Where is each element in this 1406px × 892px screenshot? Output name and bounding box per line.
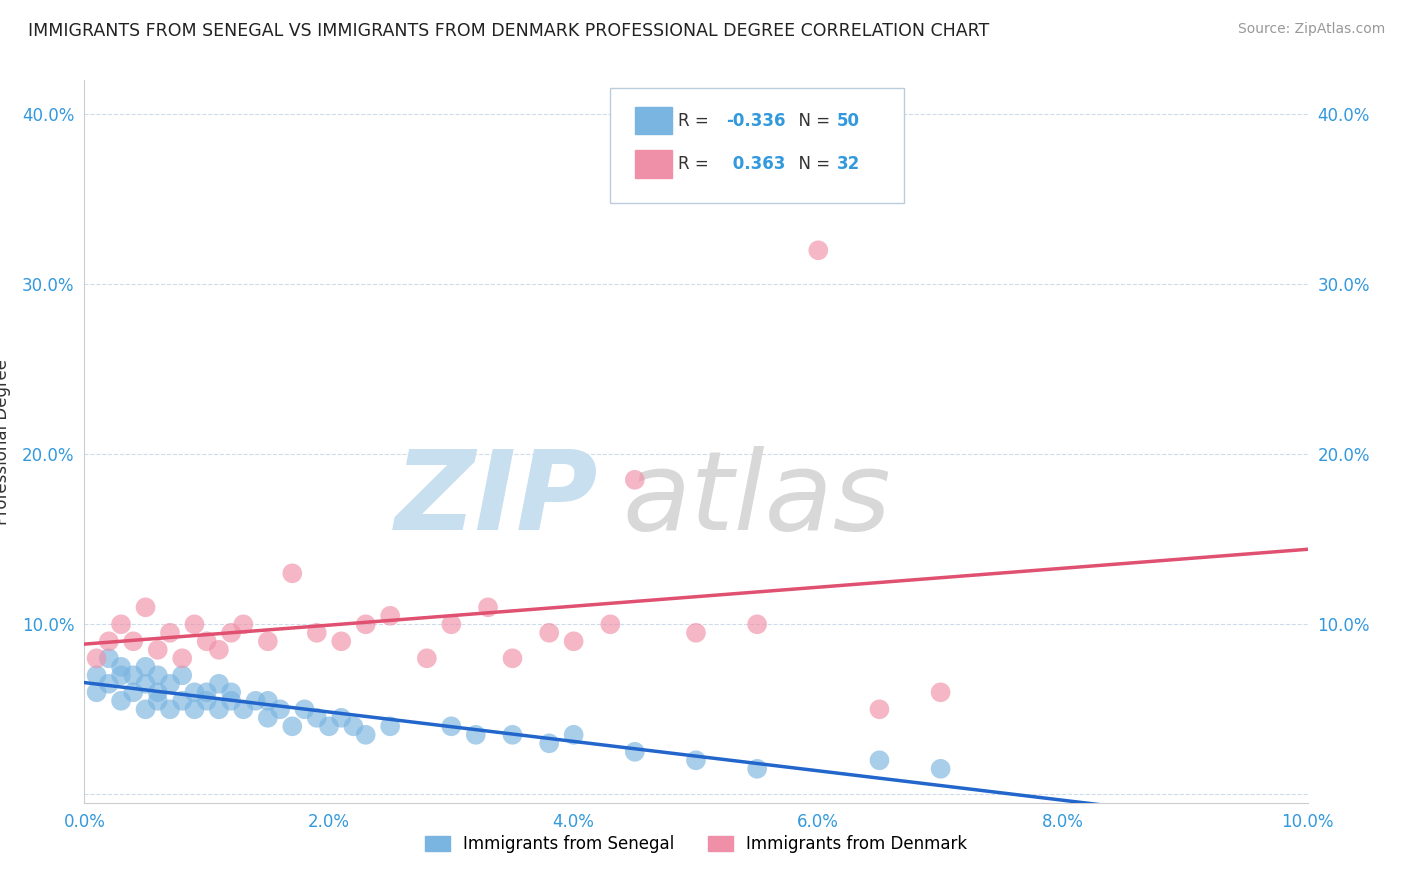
Point [269,702,291,716]
Point [146,668,169,682]
Point [624,745,647,759]
Point [807,244,830,258]
Point [685,753,707,767]
Point [281,719,304,733]
Point [110,617,132,632]
Point [869,702,891,716]
Point [195,685,218,699]
Y-axis label: Professional Degree: Professional Degree [0,359,11,524]
Point [195,634,218,648]
Point [257,634,280,648]
Point [685,625,707,640]
Point [97,651,120,665]
Point [257,711,280,725]
Point [208,702,231,716]
Point [464,728,486,742]
Point [245,694,267,708]
Text: 32: 32 [837,155,860,173]
Point [318,719,340,733]
Point [440,719,463,733]
Point [208,642,231,657]
Point [97,677,120,691]
Point [294,702,316,716]
Point [342,719,364,733]
Point [135,600,157,615]
Point [86,651,108,665]
Point [305,625,328,640]
Point [538,625,561,640]
Point [195,694,218,708]
Point [172,651,194,665]
Point [183,617,205,632]
Point [172,668,194,682]
Point [477,600,499,615]
Text: IMMIGRANTS FROM SENEGAL VS IMMIGRANTS FROM DENMARK PROFESSIONAL DEGREE CORRELATI: IMMIGRANTS FROM SENEGAL VS IMMIGRANTS FR… [28,22,990,40]
Point [135,660,157,674]
Point [747,762,769,776]
Point [538,736,561,750]
Point [257,694,280,708]
Point [208,677,231,691]
Point [146,685,169,699]
Point [232,617,254,632]
Text: N =: N = [787,112,835,129]
Point [97,634,120,648]
FancyBboxPatch shape [610,87,904,203]
Point [172,694,194,708]
Point [159,625,181,640]
Point [929,762,952,776]
Point [354,728,377,742]
Point [929,685,952,699]
Text: 0.363: 0.363 [727,155,785,173]
Point [159,702,181,716]
Point [416,651,439,665]
Point [122,634,145,648]
Point [219,694,242,708]
Point [562,634,585,648]
Point [380,608,402,623]
Point [219,625,242,640]
Point [135,702,157,716]
Point [219,685,242,699]
Point [562,728,585,742]
Point [624,473,647,487]
Point [86,668,108,682]
Point [159,677,181,691]
Point [122,668,145,682]
Point [305,711,328,725]
Text: N =: N = [787,155,835,173]
Point [380,719,402,733]
Point [146,694,169,708]
Point [869,753,891,767]
Point [232,702,254,716]
Point [135,677,157,691]
Point [599,617,621,632]
Point [747,617,769,632]
Point [183,685,205,699]
Text: Source: ZipAtlas.com: Source: ZipAtlas.com [1237,22,1385,37]
Text: 50: 50 [837,112,859,129]
Bar [636,151,672,178]
Point [110,660,132,674]
Point [330,711,353,725]
Point [110,668,132,682]
Point [110,694,132,708]
Point [354,617,377,632]
Text: R =: R = [678,112,714,129]
Point [86,685,108,699]
Point [502,728,524,742]
Text: R =: R = [678,155,714,173]
Text: -0.336: -0.336 [727,112,786,129]
Text: atlas: atlas [623,446,891,553]
Point [502,651,524,665]
Point [122,685,145,699]
Text: ZIP: ZIP [395,446,598,553]
Bar [636,107,672,135]
Point [183,702,205,716]
Legend: Immigrants from Senegal, Immigrants from Denmark: Immigrants from Senegal, Immigrants from… [418,828,974,860]
Point [440,617,463,632]
Point [146,642,169,657]
Point [330,634,353,648]
Point [281,566,304,581]
